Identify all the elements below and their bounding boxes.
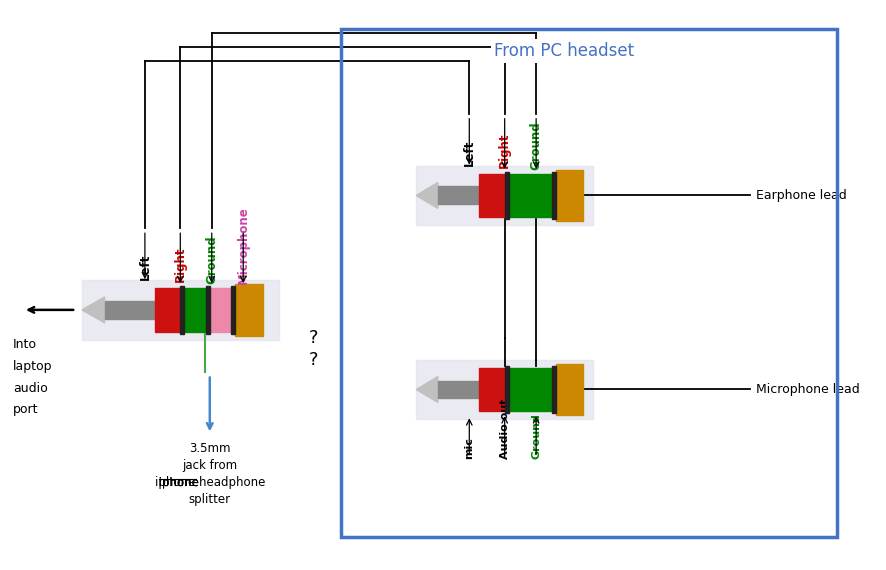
Bar [82, 280, 278, 340]
Bar [416, 165, 593, 225]
Bar [505, 172, 509, 219]
Bar [231, 286, 236, 334]
Bar [438, 381, 480, 398]
Text: Microphone lead: Microphone lead [757, 383, 860, 396]
Bar [105, 301, 156, 319]
Text: iphone: iphone [159, 476, 199, 489]
Bar [416, 360, 593, 420]
Bar [155, 288, 182, 332]
Text: laptop: laptop [13, 360, 52, 373]
Bar [438, 186, 480, 205]
Bar [479, 173, 506, 217]
Bar [509, 368, 552, 412]
Polygon shape [416, 377, 438, 402]
Polygon shape [82, 297, 105, 323]
Text: Ground: Ground [530, 121, 542, 169]
Text: audio: audio [13, 381, 48, 394]
Bar [340, 29, 837, 537]
Text: Into: Into [13, 338, 37, 351]
Text: Right: Right [498, 132, 511, 168]
Bar [236, 284, 263, 336]
Text: Microphone: Microphone [237, 206, 250, 284]
Text: Audio out: Audio out [500, 399, 509, 459]
Bar [552, 172, 556, 219]
Text: port: port [13, 404, 39, 417]
Bar [552, 365, 556, 413]
Text: Ground: Ground [206, 235, 218, 284]
Text: jack from: jack from [183, 459, 237, 472]
Text: Ground: Ground [531, 413, 541, 459]
Text: iphone headphone: iphone headphone [154, 476, 265, 489]
Bar [210, 288, 231, 332]
Text: ?: ? [308, 351, 318, 369]
Text: mic: mic [464, 437, 474, 459]
Bar [505, 365, 509, 413]
Text: Left: Left [138, 254, 152, 280]
Bar [556, 169, 583, 221]
Bar [206, 286, 210, 334]
Polygon shape [416, 182, 438, 209]
Text: splitter: splitter [189, 493, 231, 506]
Text: From PC headset: From PC headset [494, 42, 634, 60]
Bar [509, 173, 552, 217]
Bar [479, 368, 506, 412]
Bar [556, 364, 583, 416]
Text: 3.5mm: 3.5mm [189, 442, 230, 455]
Text: Left: Left [462, 139, 476, 165]
Bar [184, 288, 206, 332]
Bar [180, 286, 184, 334]
Text: Right: Right [174, 246, 187, 282]
Text: ?: ? [308, 329, 318, 347]
Text: Earphone lead: Earphone lead [757, 189, 847, 202]
